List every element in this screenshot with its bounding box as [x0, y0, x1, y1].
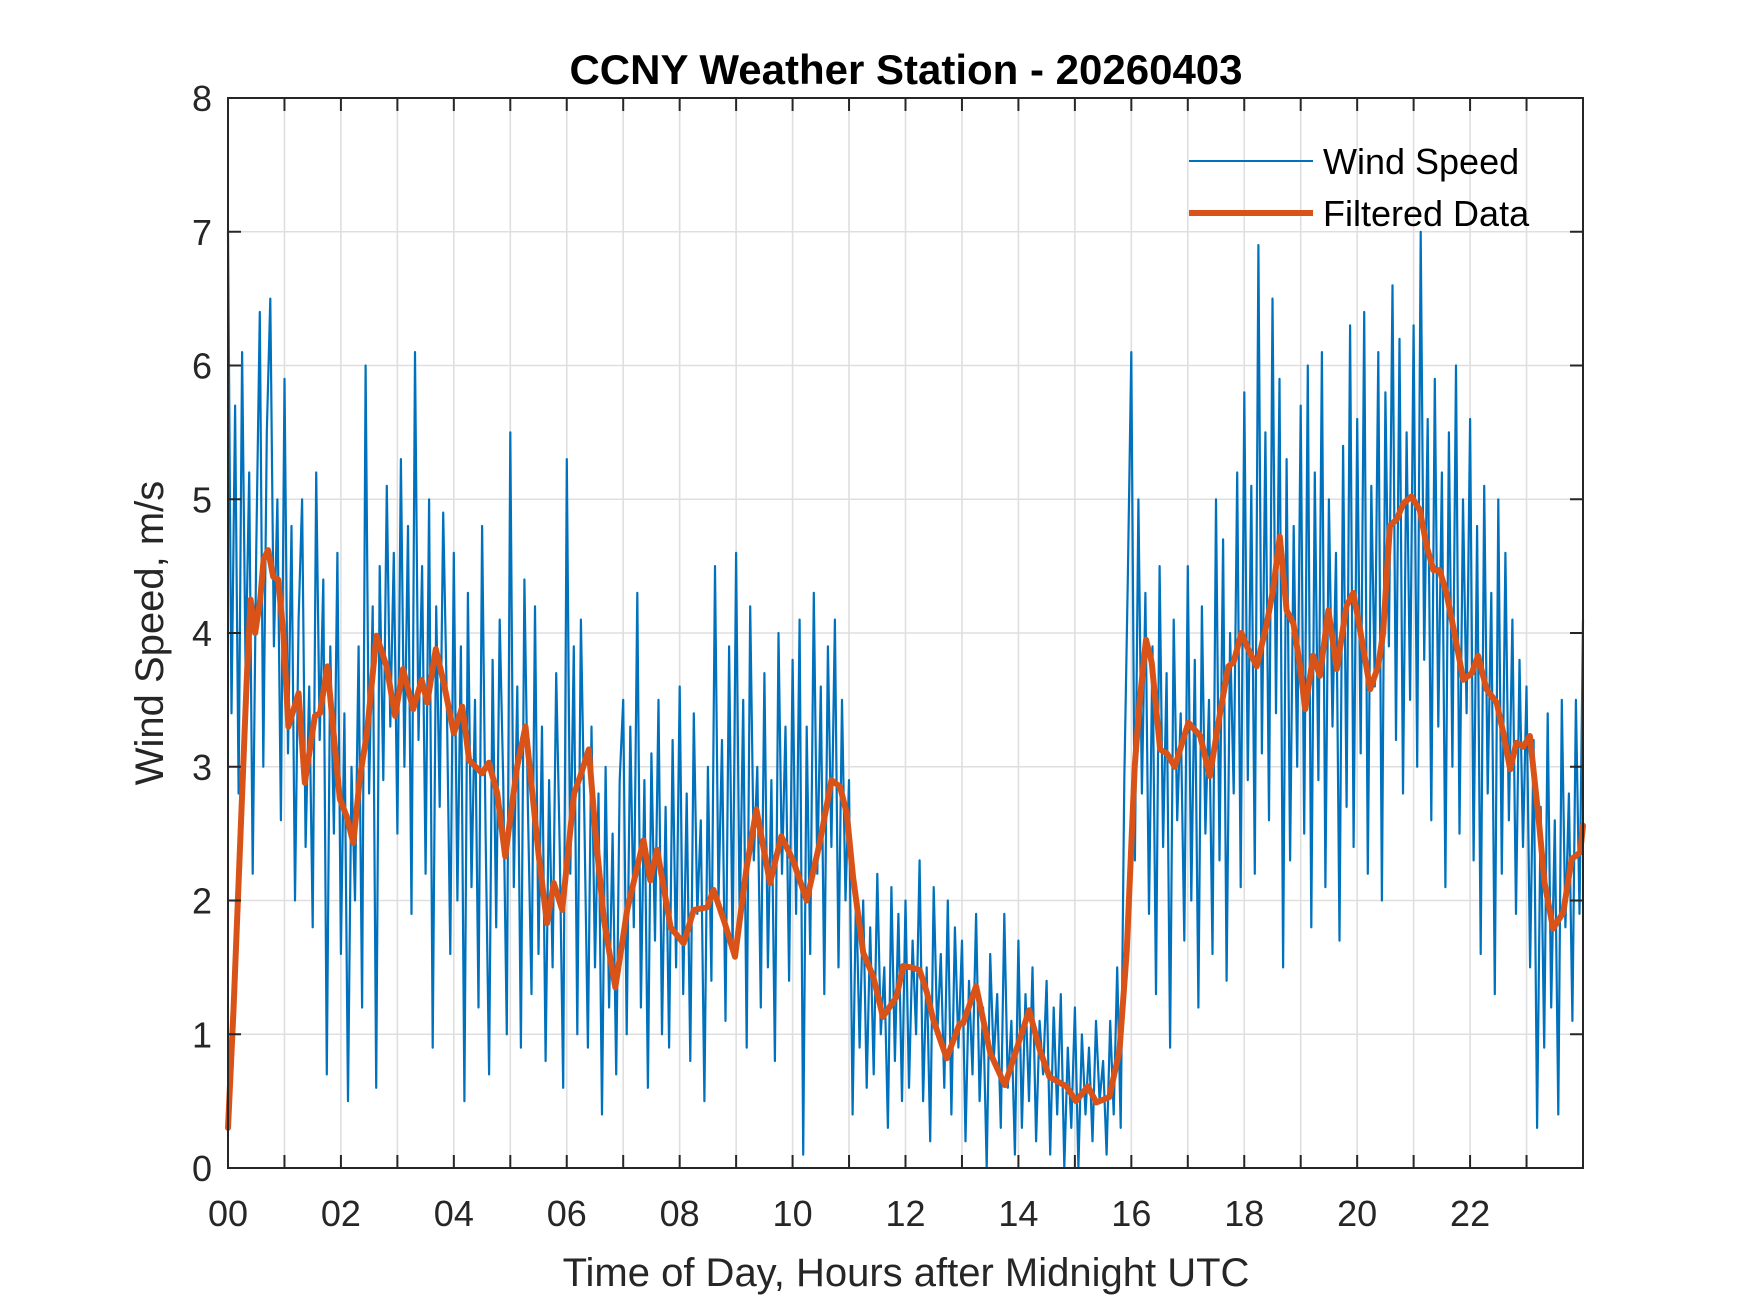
y-tick-label: 4: [192, 613, 212, 654]
x-tick-label: 18: [1224, 1193, 1264, 1234]
series-line-filtered-data: [225, 493, 1586, 1131]
x-tick-label: 00: [208, 1193, 248, 1234]
x-axis-label: Time of Day, Hours after Midnight UTC: [563, 1251, 1250, 1295]
y-tick-label: 2: [192, 881, 212, 922]
series-layer: [225, 230, 1586, 1170]
y-tick-label: 7: [192, 212, 212, 253]
x-tick-label: 14: [998, 1193, 1038, 1234]
legend-label-wind-speed: Wind Speed: [1323, 141, 1519, 182]
x-tick-label: 12: [885, 1193, 925, 1234]
x-tick-label: 04: [434, 1193, 474, 1234]
x-tick-label: 10: [773, 1193, 813, 1234]
x-tick-label: 08: [660, 1193, 700, 1234]
axis-ticks: [228, 98, 1583, 1168]
x-tick-label: 16: [1111, 1193, 1151, 1234]
x-tick-label: 06: [547, 1193, 587, 1234]
chart-title: CCNY Weather Station - 20260403: [569, 46, 1242, 93]
legend: Wind Speed Filtered Data: [1189, 141, 1530, 234]
y-tick-label: 1: [192, 1014, 212, 1055]
x-tick-label: 22: [1450, 1193, 1490, 1234]
y-axis-label: Wind Speed, m/s: [128, 481, 172, 786]
series-line-wind-speed: [226, 230, 1585, 1170]
x-tick-label: 20: [1337, 1193, 1377, 1234]
legend-label-filtered-data: Filtered Data: [1323, 193, 1530, 234]
x-tick-labels: 00 02 04 06 08 10 12 14 16 18 20 22: [208, 1193, 1490, 1234]
y-tick-label: 6: [192, 346, 212, 387]
y-tick-label: 5: [192, 479, 212, 520]
y-tick-label: 0: [192, 1148, 212, 1189]
y-tick-label: 3: [192, 747, 212, 788]
y-tick-labels: 0 1 2 3 4 5 6 7 8: [192, 78, 212, 1189]
x-tick-label: 02: [321, 1193, 361, 1234]
y-tick-label: 8: [192, 78, 212, 119]
